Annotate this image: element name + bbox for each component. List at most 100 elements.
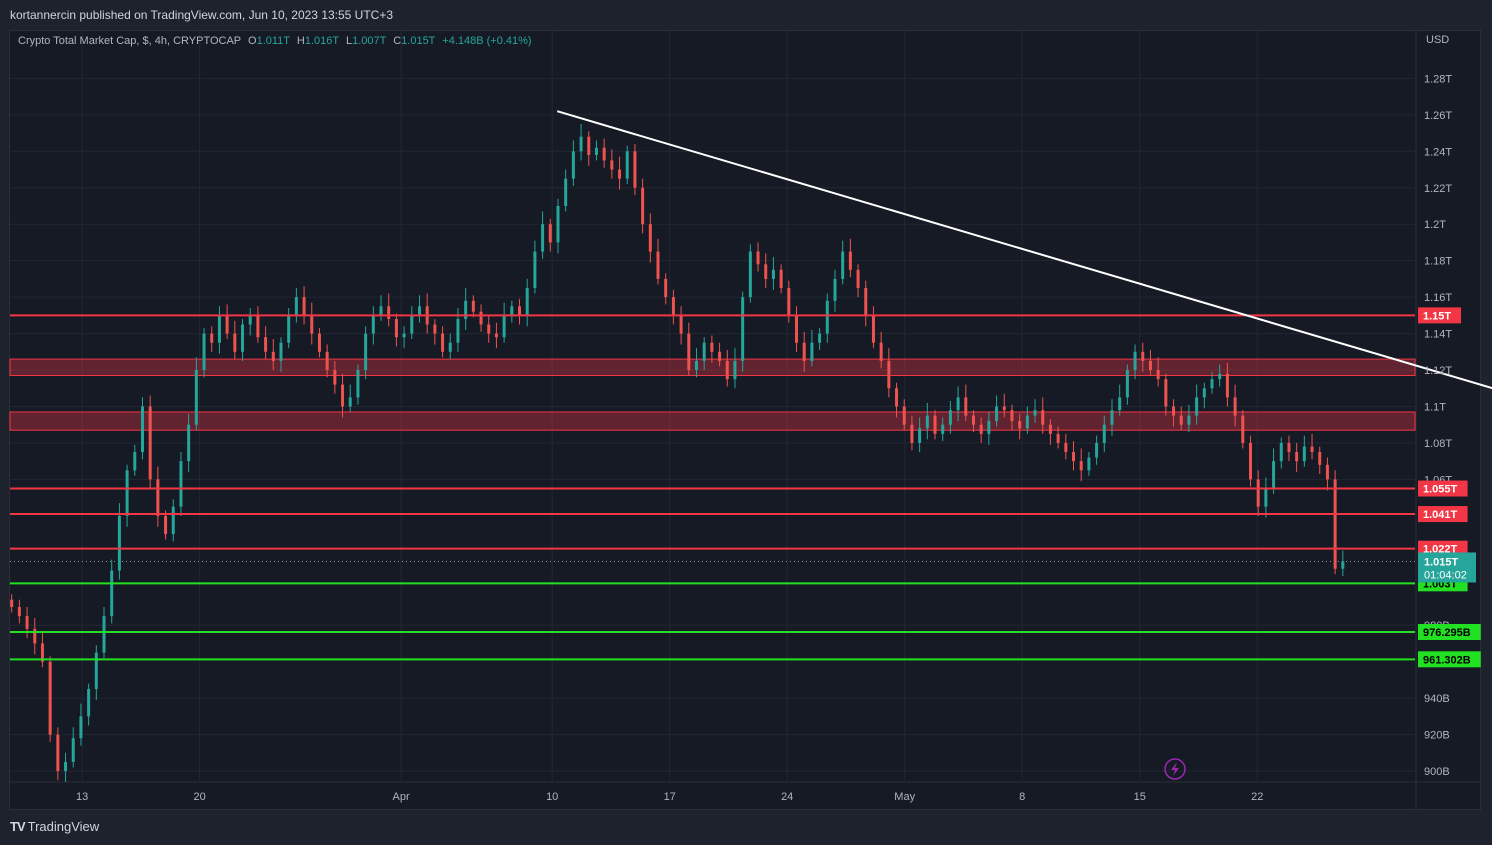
candle-body — [264, 337, 268, 352]
candle-body — [1310, 446, 1314, 453]
candle-body — [802, 342, 806, 361]
candle-body — [271, 351, 275, 361]
candle-body — [825, 300, 829, 334]
candle-body — [194, 370, 198, 425]
candle-body — [848, 251, 852, 270]
candle-body — [1287, 442, 1291, 453]
candle-body — [25, 616, 29, 629]
countdown-label: 01:04:02 — [1424, 569, 1467, 581]
lightning-icon[interactable] — [1164, 758, 1186, 780]
level-price-label: 1.15T — [1423, 310, 1451, 322]
candle-body — [671, 297, 675, 316]
candle-body — [948, 410, 952, 425]
candle-body — [302, 297, 306, 316]
candle-body — [402, 333, 406, 338]
candle-body — [448, 342, 452, 352]
candle-body — [687, 333, 691, 371]
candle-body — [594, 147, 598, 155]
candle-body — [241, 324, 245, 352]
price-tick-label: 1.16T — [1424, 292, 1452, 304]
candle-body — [656, 251, 660, 279]
tradingview-logo[interactable]: TV TradingView — [10, 819, 99, 834]
candle-body — [1079, 461, 1083, 471]
candle-body — [1172, 406, 1176, 416]
candle-body — [979, 424, 983, 434]
candle-body — [579, 136, 583, 152]
candle-body — [87, 689, 91, 717]
candle-body — [148, 406, 152, 480]
candle-body — [248, 315, 252, 325]
level-price-tag — [1418, 623, 1481, 640]
candle-body — [587, 136, 591, 155]
candle-body — [217, 315, 221, 343]
horizontal-levels[interactable] — [10, 314, 1415, 661]
time-tick-label: 15 — [1134, 791, 1146, 803]
candle-body — [964, 397, 968, 416]
price-tick-label: 1.14T — [1424, 329, 1452, 341]
trendline[interactable] — [556, 110, 1492, 466]
time-tick-label: 10 — [546, 791, 558, 803]
candle-body — [925, 415, 929, 429]
resistance-zone — [9, 358, 1416, 377]
candle-body — [294, 297, 298, 316]
candle-body — [502, 315, 506, 338]
time-tick-label: May — [894, 791, 915, 803]
candle-body — [479, 311, 483, 325]
symbol-legend: Crypto Total Market Cap, $, 4h, CRYPTOCA… — [18, 35, 532, 47]
candle-body — [333, 370, 337, 385]
candle-body — [171, 506, 175, 535]
change-value: +4.148B (+0.41%) — [442, 35, 532, 47]
candle-body — [341, 384, 345, 407]
candle-body — [625, 151, 629, 179]
candle-body — [1295, 452, 1299, 462]
candle-body — [187, 424, 191, 462]
candle-body — [810, 342, 814, 361]
candle-body — [1248, 442, 1252, 480]
candle-body — [371, 315, 375, 334]
candle-body — [510, 306, 514, 316]
brand-name: TradingView — [27, 819, 100, 834]
candle-body — [1156, 370, 1160, 380]
currency-label[interactable]: USD — [1426, 34, 1450, 46]
candle-body — [364, 333, 368, 371]
candle-body — [287, 315, 291, 343]
resistance-zone — [9, 411, 1416, 431]
trendline-group[interactable] — [556, 110, 1492, 466]
candle-body — [1164, 379, 1168, 407]
level-price-label: 1.041T — [1423, 509, 1458, 521]
price-axis-ticks: 1.28T 1.26T 1.24T 1.22T 1.2T 1.18T 1.16T 1.14T 1… — [1424, 73, 1452, 778]
candle-body — [471, 300, 475, 312]
candle-body — [956, 397, 960, 411]
candle-body — [179, 461, 183, 507]
candle-body — [40, 643, 44, 662]
price-tick-label: 1.12T — [1424, 365, 1452, 377]
candle-body — [1318, 452, 1322, 465]
price-tick-label: 1.08T — [1424, 438, 1452, 450]
price-tick-label: 1.26T — [1424, 110, 1452, 122]
candle-body — [387, 306, 391, 320]
candle-body — [618, 169, 622, 179]
level-price-tag — [1418, 651, 1481, 668]
candle-body — [464, 300, 468, 320]
candle-body — [971, 415, 975, 425]
candle-body — [856, 269, 860, 289]
candle-body — [1233, 397, 1237, 416]
candle-body — [487, 324, 491, 334]
candle-body — [887, 360, 891, 389]
close-label: C — [393, 35, 402, 47]
candle-body — [602, 147, 606, 161]
candle-body — [1148, 360, 1152, 371]
time-tick-label: 13 — [76, 791, 88, 803]
chart-pane[interactable] — [9, 30, 1481, 810]
candle-body — [1272, 461, 1276, 489]
candle-body — [764, 264, 768, 279]
candle-body — [995, 406, 999, 422]
high-label: H — [296, 35, 305, 47]
candle-body — [1072, 452, 1076, 462]
price-tick-label: 900B — [1424, 766, 1450, 778]
candles — [10, 123, 1345, 782]
candle-body — [771, 269, 775, 279]
candle-body — [818, 333, 822, 343]
candle-body — [1279, 442, 1283, 462]
